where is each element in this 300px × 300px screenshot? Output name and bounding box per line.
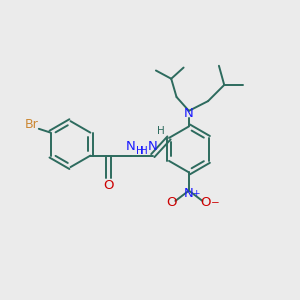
Text: H: H xyxy=(136,146,143,156)
Text: N: N xyxy=(184,107,194,120)
Text: N: N xyxy=(126,140,136,153)
Text: N: N xyxy=(148,140,158,153)
Text: H: H xyxy=(157,126,165,136)
Text: Br: Br xyxy=(25,118,39,131)
Text: O: O xyxy=(201,196,211,209)
Text: N: N xyxy=(184,187,194,200)
Text: O: O xyxy=(167,196,177,209)
Text: +: + xyxy=(192,189,199,198)
Text: O: O xyxy=(103,178,114,191)
Text: H: H xyxy=(140,146,148,156)
Text: −: − xyxy=(210,198,219,208)
